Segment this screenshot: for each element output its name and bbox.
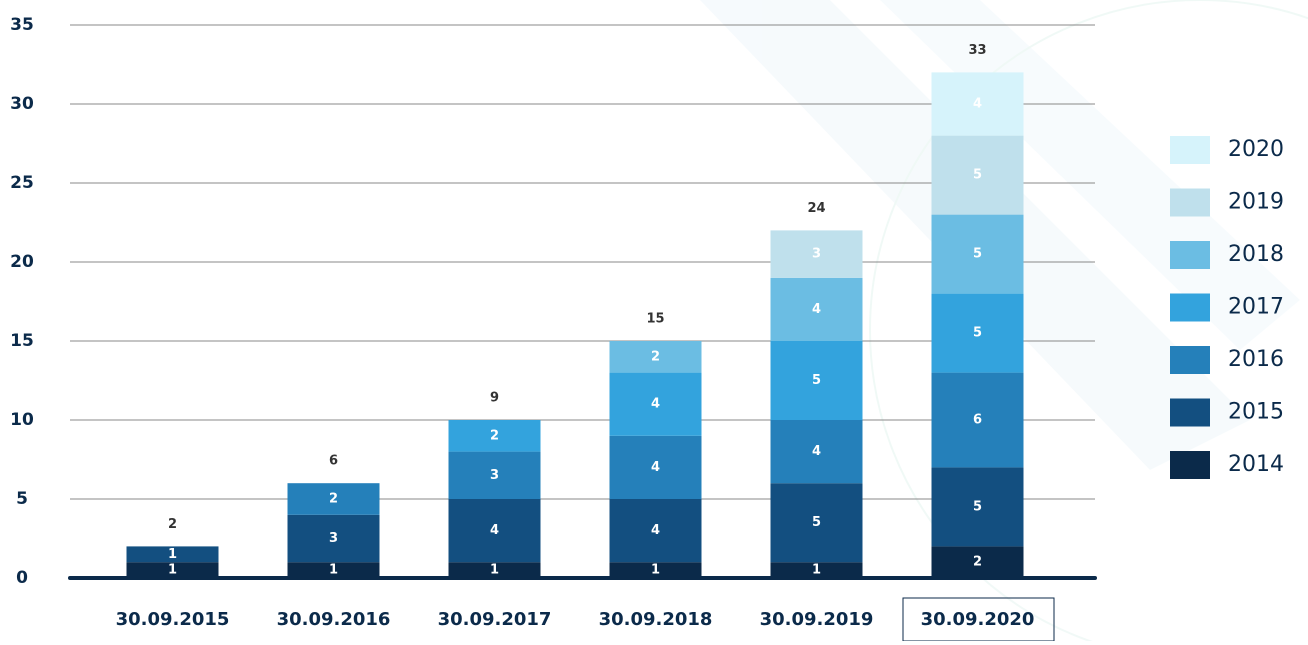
legend-label: 2019	[1228, 190, 1284, 215]
total-label: 15	[646, 312, 664, 327]
legend-swatch	[1170, 399, 1210, 427]
legend-swatch	[1170, 189, 1210, 217]
legend-label: 2020	[1228, 137, 1284, 162]
data-label: 2	[651, 349, 660, 364]
x-tick-label: 30.09.2015	[116, 609, 230, 630]
data-label: 5	[973, 326, 982, 341]
data-label: 5	[973, 247, 982, 262]
y-tick-label: 35	[10, 15, 34, 35]
total-label: 2	[168, 517, 177, 532]
data-label: 4	[812, 444, 821, 459]
data-label: 1	[168, 547, 177, 562]
data-label: 2	[973, 555, 982, 570]
legend-swatch	[1170, 451, 1210, 479]
data-label: 3	[329, 531, 338, 546]
data-label: 4	[973, 97, 982, 112]
legend-label: 2015	[1228, 400, 1284, 425]
legend-label: 2018	[1228, 242, 1284, 267]
y-tick-label: 20	[10, 252, 34, 272]
data-label: 5	[812, 515, 821, 530]
legend-swatch	[1170, 136, 1210, 164]
data-label: 1	[329, 563, 338, 578]
y-tick-label: 0	[16, 568, 28, 588]
data-label: 2	[329, 492, 338, 507]
x-tick-label: 30.09.2020	[921, 609, 1035, 630]
chart: 0510152025303511230.09.2015132630.09.201…	[0, 0, 1308, 641]
total-label: 6	[329, 454, 338, 469]
data-label: 4	[651, 460, 660, 475]
total-label: 24	[807, 201, 825, 216]
total-label: 9	[490, 391, 499, 406]
legend-label: 2014	[1228, 452, 1284, 477]
x-tick-label: 30.09.2018	[599, 609, 713, 630]
legend-label: 2016	[1228, 347, 1284, 372]
y-tick-label: 30	[10, 94, 34, 114]
data-label: 1	[168, 563, 177, 578]
data-label: 4	[812, 302, 821, 317]
data-label: 4	[651, 523, 660, 538]
legend-label: 2017	[1228, 295, 1284, 320]
y-tick-label: 10	[10, 410, 34, 430]
data-label: 3	[812, 247, 821, 262]
y-tick-label: 15	[10, 331, 34, 351]
y-tick-label: 5	[16, 489, 28, 509]
x-tick-label: 30.09.2016	[277, 609, 391, 630]
data-label: 4	[651, 397, 660, 412]
data-label: 4	[490, 523, 499, 538]
data-label: 6	[973, 413, 982, 428]
data-label: 1	[651, 563, 660, 578]
y-tick-label: 25	[10, 173, 34, 193]
data-label: 5	[973, 168, 982, 183]
data-label: 1	[490, 563, 499, 578]
total-label: 33	[968, 43, 986, 58]
data-label: 1	[812, 563, 821, 578]
data-label: 5	[973, 499, 982, 514]
data-label: 5	[812, 373, 821, 388]
data-label: 2	[490, 428, 499, 443]
legend-swatch	[1170, 346, 1210, 374]
data-label: 3	[490, 468, 499, 483]
legend-swatch	[1170, 294, 1210, 322]
x-tick-label: 30.09.2017	[438, 609, 552, 630]
legend-swatch	[1170, 241, 1210, 269]
x-tick-label: 30.09.2019	[760, 609, 874, 630]
